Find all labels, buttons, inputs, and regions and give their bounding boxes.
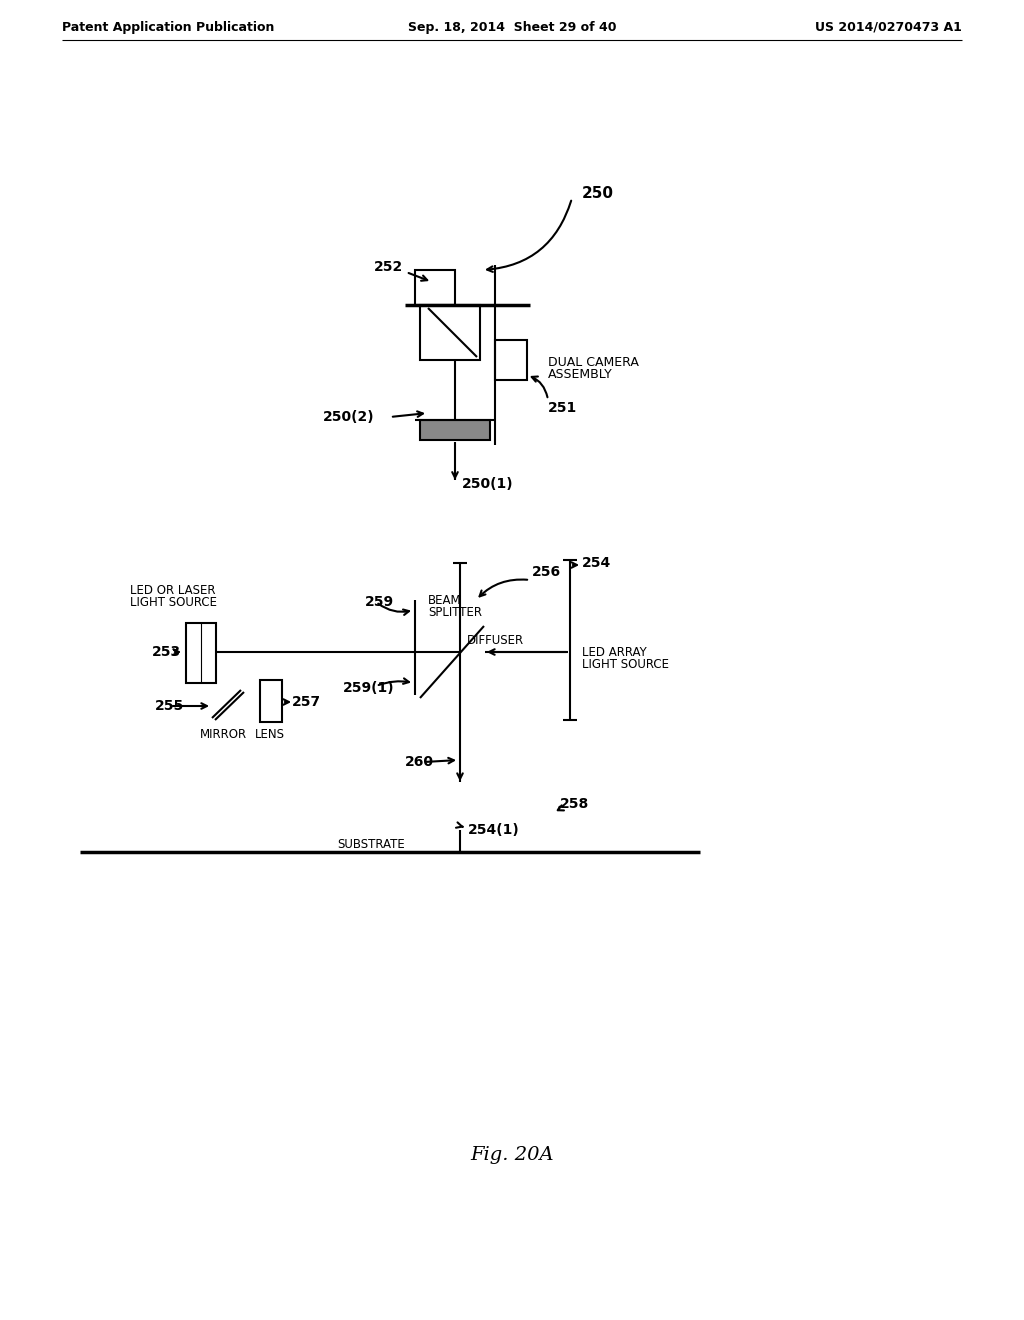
Text: 255: 255 (155, 700, 184, 713)
Text: 251: 251 (548, 401, 578, 414)
Text: Fig. 20A: Fig. 20A (470, 1146, 554, 1164)
Bar (260, 680, 282, 722)
Text: 254(1): 254(1) (468, 822, 520, 837)
Text: 254: 254 (582, 556, 611, 570)
Text: SUBSTRATE: SUBSTRATE (337, 837, 406, 850)
Text: Sep. 18, 2014  Sheet 29 of 40: Sep. 18, 2014 Sheet 29 of 40 (408, 21, 616, 33)
Text: 259: 259 (365, 595, 394, 609)
Text: 256: 256 (532, 565, 561, 579)
Text: 260: 260 (406, 755, 434, 770)
Text: LED OR LASER: LED OR LASER (130, 583, 215, 597)
Text: 253: 253 (152, 645, 181, 659)
Text: LIGHT SOURCE: LIGHT SOURCE (582, 657, 669, 671)
Text: 259(1): 259(1) (343, 681, 394, 696)
Bar (495, 341, 527, 380)
Text: LED ARRAY: LED ARRAY (582, 645, 647, 659)
Text: 257: 257 (292, 696, 322, 709)
Text: 250: 250 (582, 186, 614, 201)
Text: LIGHT SOURCE: LIGHT SOURCE (130, 595, 217, 609)
Bar (415, 271, 455, 305)
Text: 250(1): 250(1) (462, 477, 514, 491)
Bar (420, 305, 480, 360)
Text: Patent Application Publication: Patent Application Publication (62, 21, 274, 33)
Text: SPLITTER: SPLITTER (428, 606, 482, 619)
Text: ASSEMBLY: ASSEMBLY (548, 368, 612, 381)
Text: 252: 252 (374, 260, 403, 275)
Text: DIFFUSER: DIFFUSER (467, 634, 524, 647)
Text: BEAM: BEAM (428, 594, 462, 606)
Text: DUAL CAMERA: DUAL CAMERA (548, 355, 639, 368)
Text: MIRROR: MIRROR (200, 729, 247, 742)
Bar (186, 623, 216, 682)
Text: US 2014/0270473 A1: US 2014/0270473 A1 (815, 21, 962, 33)
Text: 250(2): 250(2) (323, 411, 375, 424)
Text: 258: 258 (560, 797, 589, 810)
Text: LENS: LENS (255, 729, 285, 742)
Bar (420, 420, 490, 440)
